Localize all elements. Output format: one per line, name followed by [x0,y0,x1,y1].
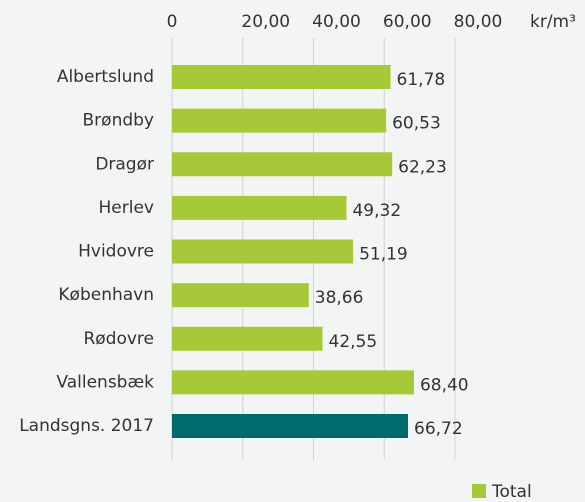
x-axis-label: kr/m³ [530,12,576,32]
bar [172,108,387,133]
x-tick-label: 40,00 [312,12,361,32]
x-tick-label: 80,00 [454,12,503,32]
bar [172,239,354,264]
y-tick-label: Landsgns. 2017 [19,416,154,436]
bar [172,65,391,89]
value-label: 38,66 [315,288,364,308]
value-label: 51,19 [359,245,408,265]
value-label: 42,55 [329,332,378,352]
bar [172,326,323,351]
value-label: 60,53 [392,114,441,134]
value-label: 62,23 [398,157,447,177]
x-tick-label: 20,00 [241,12,290,32]
bar [172,195,347,220]
value-label: 49,32 [352,201,401,221]
y-tick-label: Rødovre [83,329,154,349]
y-tick-label: København [58,285,154,305]
y-tick-label: Hvidovre [78,242,154,262]
value-label: 66,72 [414,419,463,439]
legend-swatch [472,484,486,498]
value-label: 61,78 [397,70,446,90]
bar [172,152,393,177]
bar [172,283,309,308]
y-tick-label: Albertslund [57,67,154,87]
x-tick-label: 0 [167,12,178,32]
value-label: 68,40 [420,375,469,395]
y-tick-label: Vallensbæk [56,372,154,392]
y-tick-label: Brøndby [83,111,154,131]
bar [172,414,409,438]
bar [172,370,414,395]
y-tick-label: Herlev [99,198,154,218]
x-tick-label: 60,00 [383,12,432,32]
legend-label: Total [491,482,532,502]
y-tick-label: Dragør [95,154,154,174]
